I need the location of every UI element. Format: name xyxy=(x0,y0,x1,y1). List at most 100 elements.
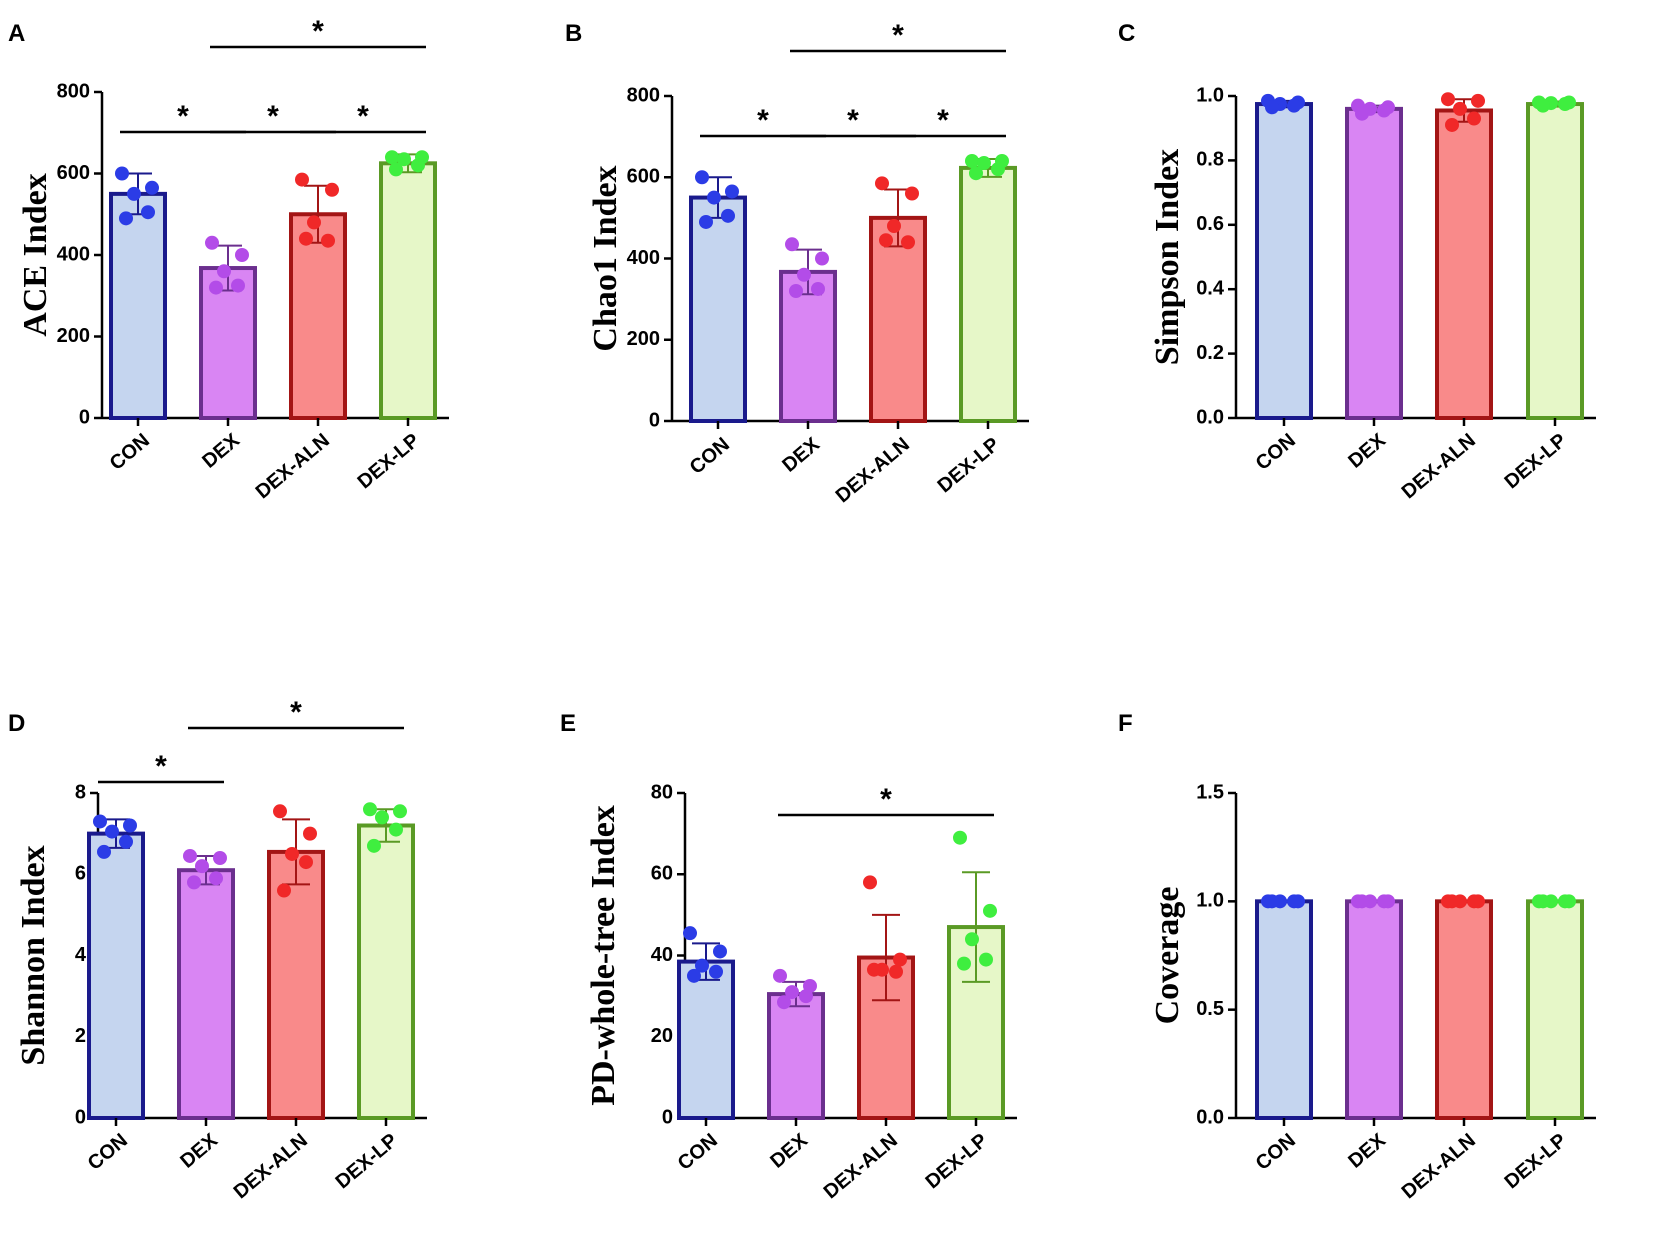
bar-DEX xyxy=(177,868,235,1120)
data-point-DEX-ALN xyxy=(889,964,903,979)
data-point-DEX-ALN xyxy=(901,235,915,250)
y-tick-label: 60 xyxy=(651,863,673,885)
panel-letter-A: A xyxy=(8,20,25,47)
data-point-DEX-ALN xyxy=(1467,894,1481,909)
significance-star: * xyxy=(177,100,189,133)
data-point-DEX-ALN xyxy=(1471,93,1485,108)
bar-DEX-LP xyxy=(357,823,415,1120)
data-point-CON xyxy=(687,968,701,983)
data-point-CON xyxy=(721,208,735,223)
x-tick-label-DEX-LP: DEX-LP xyxy=(332,1129,402,1193)
data-point-DEX xyxy=(209,871,223,886)
y-tick-label: 200 xyxy=(57,325,90,347)
bar-DEX-ALN xyxy=(1435,899,1493,1120)
x-tick-label-DEX-LP: DEX-LP xyxy=(934,433,1004,497)
y-tick-label: 0 xyxy=(649,409,660,431)
data-point-DEX-ALN xyxy=(863,875,877,890)
y-tick-label: 600 xyxy=(627,166,660,188)
panel-letter-F: F xyxy=(1118,710,1133,737)
data-point-DEX xyxy=(187,875,201,890)
data-point-DEX xyxy=(195,859,209,874)
y-axis-title: PD-whole-tree Index xyxy=(585,805,622,1106)
data-point-DEX-ALN xyxy=(303,826,317,841)
y-tick-label: 0.2 xyxy=(1196,342,1224,364)
data-point-DEX xyxy=(1377,103,1391,118)
x-tick-label-DEX: DEX xyxy=(1344,1129,1390,1173)
bar-DEX xyxy=(1345,106,1403,420)
data-point-DEX-ALN xyxy=(867,962,881,977)
data-point-DEX xyxy=(1355,106,1369,121)
data-point-DEX-LP xyxy=(977,156,991,171)
panel-letter-D: D xyxy=(8,710,25,737)
y-tick-label: 20 xyxy=(651,1025,673,1047)
data-point-CON xyxy=(115,166,129,181)
x-tick-label-DEX-LP: DEX-LP xyxy=(922,1129,992,1193)
bar-DEX-ALN xyxy=(267,849,325,1120)
bar-CON xyxy=(87,831,145,1120)
data-point-DEX-LP xyxy=(385,150,399,165)
data-point-DEX-ALN xyxy=(285,846,299,861)
data-point-DEX-LP xyxy=(969,166,983,181)
bar-DEX xyxy=(199,266,257,421)
data-point-DEX-LP xyxy=(411,158,425,173)
significance-star: * xyxy=(847,104,859,137)
data-point-DEX xyxy=(235,248,249,262)
significance-star: * xyxy=(155,750,167,783)
y-tick-label: 0.0 xyxy=(1196,406,1224,428)
data-point-CON xyxy=(119,834,133,849)
y-tick-label: 400 xyxy=(57,243,90,265)
data-point-CON xyxy=(683,926,697,941)
data-point-DEX-ALN xyxy=(295,172,309,187)
x-tick-label-DEX-LP: DEX-LP xyxy=(354,429,424,493)
data-point-CON xyxy=(1287,98,1301,113)
bar-DEX xyxy=(1345,899,1403,1120)
data-point-DEX xyxy=(183,848,197,863)
bar-DEX xyxy=(767,992,825,1120)
data-point-DEX-ALN xyxy=(1453,101,1467,116)
data-point-DEX-ALN xyxy=(1467,111,1481,126)
data-point-DEX-LP xyxy=(1536,894,1550,909)
data-point-DEX xyxy=(797,267,811,282)
data-point-DEX-ALN xyxy=(307,215,321,230)
data-point-DEX-ALN xyxy=(887,219,901,233)
x-tick-label-DEX: DEX xyxy=(766,1129,812,1173)
y-tick-label: 8 xyxy=(75,781,86,803)
data-point-CON xyxy=(1265,100,1279,115)
data-point-CON xyxy=(695,958,709,973)
data-point-CON xyxy=(699,214,713,229)
y-tick-label: 0.4 xyxy=(1196,277,1225,299)
x-tick-label-CON: CON xyxy=(106,429,154,474)
x-tick-label-DEX-ALN: DEX-ALN xyxy=(820,1129,902,1203)
x-tick-label-DEX-ALN: DEX-ALN xyxy=(1398,429,1480,503)
data-point-DEX-LP xyxy=(965,932,979,947)
x-tick-label-DEX-ALN: DEX-ALN xyxy=(1398,1129,1480,1203)
data-point-DEX-ALN xyxy=(299,231,313,246)
data-point-DEX-LP xyxy=(983,903,997,918)
data-point-DEX xyxy=(785,985,799,1000)
x-tick-label-DEX-ALN: DEX-ALN xyxy=(832,433,914,507)
panel-letter-C: C xyxy=(1118,20,1135,47)
data-point-CON xyxy=(119,211,133,226)
data-point-DEX-LP xyxy=(979,952,993,967)
y-tick-label: 400 xyxy=(627,247,660,269)
data-point-DEX xyxy=(815,251,829,266)
y-tick-label: 1.5 xyxy=(1196,781,1224,803)
x-tick-label-CON: CON xyxy=(674,1129,722,1174)
data-point-DEX-LP xyxy=(389,822,403,837)
data-point-DEX-ALN xyxy=(273,804,287,819)
data-point-DEX xyxy=(799,989,813,1004)
y-tick-label: 1.0 xyxy=(1196,84,1224,106)
x-tick-label-CON: CON xyxy=(84,1129,132,1174)
bar-DEX-LP xyxy=(1526,102,1584,421)
y-tick-label: 1.0 xyxy=(1196,890,1224,912)
data-point-DEX-LP xyxy=(375,810,389,825)
panel-letter-B: B xyxy=(565,20,582,47)
bar-DEX-LP xyxy=(379,161,437,420)
data-point-DEX-ALN xyxy=(321,233,335,248)
significance-star: * xyxy=(757,104,769,137)
data-point-DEX-LP xyxy=(1558,894,1572,909)
bar-CON xyxy=(689,195,747,423)
y-axis-title: ACE Index xyxy=(17,173,54,336)
data-point-DEX-LP xyxy=(397,152,411,167)
data-point-DEX xyxy=(213,851,227,865)
